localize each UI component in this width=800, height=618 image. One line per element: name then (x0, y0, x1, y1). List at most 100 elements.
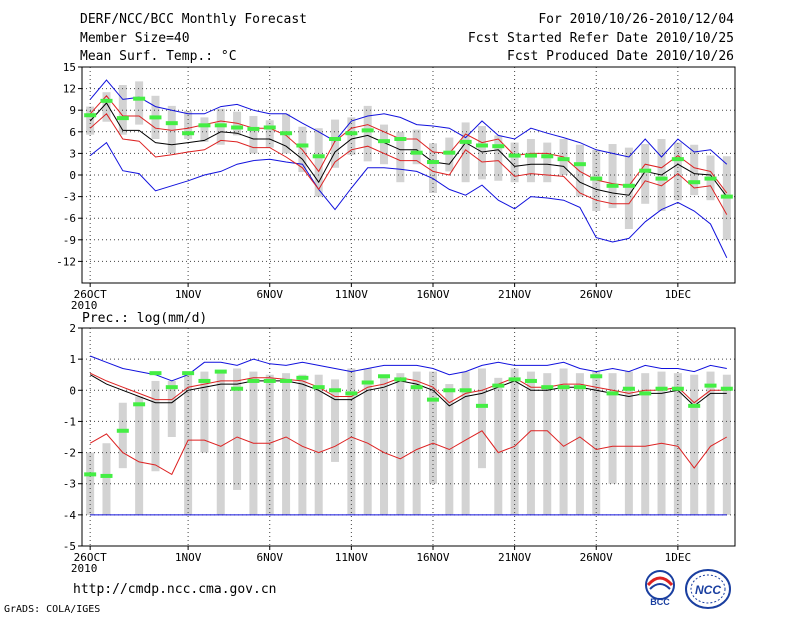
forecast-period: For 2010/10/26-2010/12/04 (538, 12, 734, 27)
observation-mark (622, 183, 635, 188)
y-tick-label: 0 (69, 384, 76, 397)
observation-mark (557, 157, 570, 162)
observation-mark (426, 397, 439, 402)
observation-mark (345, 131, 358, 136)
observation-mark (655, 386, 668, 391)
observation-mark (361, 380, 374, 385)
observation-mark (475, 143, 488, 148)
ensemble-box (510, 368, 519, 515)
x-tick-label: 16NOV (416, 288, 449, 301)
x-tick-label: 16NOV (416, 551, 449, 564)
observation-mark (443, 150, 456, 155)
observation-mark (165, 385, 178, 390)
ensemble-box (461, 122, 470, 183)
observation-mark (622, 386, 635, 391)
observation-mark (704, 176, 717, 181)
x-tick-year: 2010 (71, 299, 98, 312)
ensemble-box (380, 124, 389, 165)
observation-mark (100, 98, 113, 103)
observation-mark (508, 377, 521, 382)
series-mean-spread (89, 113, 728, 215)
source-url[interactable]: http://cmdp.ncc.cma.gov.cn (73, 582, 277, 597)
ensemble-box (167, 105, 176, 154)
y-tick-label: 6 (69, 126, 76, 139)
observation-mark (84, 472, 97, 477)
x-tick-label: 1NOV (175, 551, 202, 564)
y-tick-label: -3 (63, 478, 76, 491)
observation-mark (492, 144, 505, 149)
ensemble-box (102, 92, 111, 122)
series-mean-spread (89, 372, 727, 404)
y-tick-label: 15 (63, 61, 76, 74)
ensemble-box (412, 371, 421, 515)
variable-label: Mean Surf. Temp.: °C (80, 49, 237, 64)
ensemble-box (477, 368, 486, 469)
observation-mark (133, 96, 146, 101)
observation-mark (149, 371, 162, 376)
x-tick-label: 26NOV (580, 288, 613, 301)
series-mean-spread (89, 95, 728, 194)
ensemble-box (575, 373, 584, 515)
observation-mark (182, 371, 195, 376)
observation-mark (133, 402, 146, 407)
plot-frame (81, 327, 736, 547)
observation-mark (590, 374, 603, 379)
ensemble-box (151, 380, 160, 472)
observation-mark (247, 126, 260, 131)
observation-mark (541, 385, 554, 390)
observation-mark (296, 143, 309, 148)
observation-mark (459, 388, 472, 393)
y-tick-label: -5 (63, 540, 76, 553)
ensemble-box (641, 373, 650, 515)
observation-mark (557, 385, 570, 390)
y-tick-label: 2 (69, 322, 76, 335)
ensemble-box (722, 374, 731, 515)
y-tick-label: -3 (63, 191, 76, 204)
observation-mark (475, 403, 488, 408)
observation-mark (214, 369, 227, 374)
ensemble-box (461, 371, 470, 515)
ensemble-box (526, 371, 535, 515)
ensemble-box (412, 129, 421, 165)
bcc-logo: BCC (645, 570, 675, 607)
x-tick-label: 26OCT (74, 288, 107, 301)
x-tick-label: 26OCT (74, 551, 107, 564)
ensemble-box (592, 371, 601, 515)
y-tick-label: -1 (63, 415, 76, 428)
ensemble-box (428, 371, 437, 484)
observation-mark (639, 168, 652, 173)
y-tick-label: 0 (69, 169, 76, 182)
observation-mark (100, 473, 113, 478)
ensemble-box (396, 131, 405, 183)
grads-credit: GrADS: COLA/IGES (4, 604, 101, 615)
observation-mark (606, 391, 619, 396)
observation-mark (720, 194, 733, 199)
observation-mark (84, 113, 97, 118)
observation-mark (655, 176, 668, 181)
observation-mark (688, 403, 701, 408)
observation-mark (378, 139, 391, 144)
fcst-produced-date: Fcst Produced Date 2010/10/26 (507, 49, 734, 64)
ensemble-box (102, 443, 111, 515)
observation-mark (116, 428, 129, 433)
y-tick-label: -6 (63, 212, 76, 225)
y-tick-label: -12 (56, 255, 76, 268)
observation-mark (590, 176, 603, 181)
observation-mark (688, 180, 701, 185)
observation-mark (312, 385, 325, 390)
precip-panel-title: Prec.: log(mm/d) (82, 311, 207, 326)
series-ensemble-max (89, 141, 728, 259)
ensemble-box (543, 373, 552, 515)
y-tick-label: 1 (69, 353, 76, 366)
observation-mark (329, 388, 342, 393)
ensemble-box (200, 117, 209, 142)
ensemble-box (233, 368, 242, 490)
observation-mark (198, 378, 211, 383)
observation-mark (524, 153, 537, 158)
x-tick-label: 21NOV (498, 288, 531, 301)
x-tick-label: 1DEC (665, 288, 692, 301)
ensemble-box (510, 142, 519, 183)
ensemble-box (624, 147, 633, 229)
fcst-started-date: Fcst Started Refer Date 2010/10/25 (467, 31, 734, 46)
